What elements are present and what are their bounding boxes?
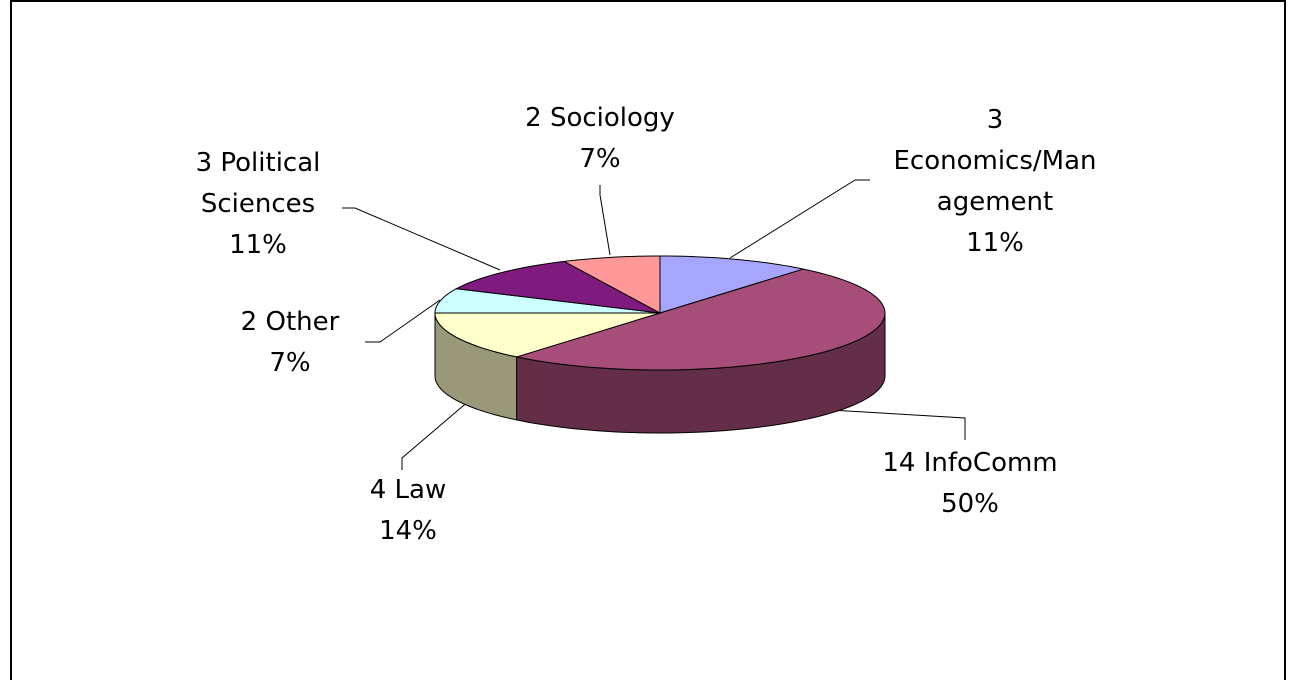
- slice-name: 3 Economics/Management: [893, 105, 1097, 217]
- slice-top: [434, 288, 661, 314]
- slice-percent: 7%: [579, 144, 621, 174]
- slice-top: [562, 255, 661, 314]
- leader-line: [365, 299, 441, 343]
- pie-slice: [562, 255, 661, 314]
- pie-slice: [659, 255, 804, 314]
- slice-percent: 14%: [379, 516, 437, 546]
- pie-slice: [454, 260, 661, 314]
- pie-slice: [434, 312, 661, 421]
- slice-label: 3 Political Sciences 11%: [168, 143, 348, 266]
- pie-slice: [434, 288, 661, 314]
- slice-label: 14 InfoComm 50%: [830, 443, 1110, 525]
- slice-name: 14 InfoComm: [882, 448, 1058, 478]
- slice-percent: 7%: [269, 348, 311, 378]
- slice-top: [454, 260, 661, 314]
- leader-lines: [342, 179, 966, 470]
- slice-top: [516, 268, 886, 371]
- slice-top: [659, 255, 804, 314]
- pie-slice: [516, 268, 886, 434]
- leader-line: [599, 185, 611, 256]
- slice-percent: 50%: [941, 489, 999, 519]
- slice-percent: 11%: [229, 230, 287, 260]
- leader-line: [401, 399, 471, 470]
- slice-name: 2 Sociology: [525, 103, 675, 133]
- slice-label: 2 Sociology 7%: [470, 98, 730, 180]
- slice-label: 3 Economics/Management 11%: [890, 100, 1100, 264]
- slice-name: 4 Law: [369, 475, 447, 505]
- leader-line: [342, 207, 501, 271]
- slice-label: 4 Law 14%: [318, 470, 498, 552]
- slice-label: 2 Other 7%: [190, 302, 390, 384]
- leader-line: [729, 179, 870, 259]
- slice-name: 3 Political Sciences: [195, 148, 321, 219]
- slice-percent: 11%: [966, 228, 1024, 258]
- chart-frame: [10, 0, 1286, 680]
- slice-top: [434, 312, 661, 358]
- slice-name: 2 Other: [240, 307, 340, 337]
- leader-line: [829, 409, 966, 440]
